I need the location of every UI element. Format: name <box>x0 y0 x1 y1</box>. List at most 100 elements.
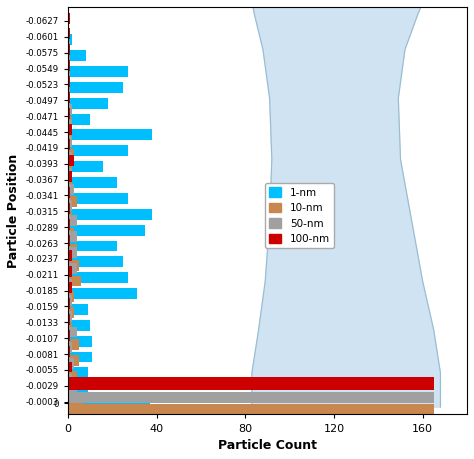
Bar <box>68 101 70 112</box>
Bar <box>68 28 70 39</box>
Bar <box>68 177 117 188</box>
Bar <box>68 231 77 242</box>
Bar <box>68 187 70 198</box>
Bar <box>68 168 72 179</box>
Bar <box>68 76 70 87</box>
Bar <box>68 203 70 214</box>
Bar <box>68 53 70 64</box>
Bar <box>68 383 88 394</box>
Bar <box>68 73 70 84</box>
Bar <box>68 171 72 182</box>
Bar <box>68 105 72 115</box>
Bar <box>68 69 70 80</box>
Bar <box>68 307 74 318</box>
X-axis label: Particle Count: Particle Count <box>218 439 317 452</box>
Bar <box>68 367 88 378</box>
Bar <box>68 193 128 204</box>
Bar <box>68 403 83 414</box>
Bar <box>68 304 88 315</box>
Bar <box>68 362 72 372</box>
Bar <box>68 326 77 337</box>
Bar <box>68 44 70 55</box>
Bar <box>68 123 72 134</box>
Bar <box>68 212 72 223</box>
Bar <box>68 247 77 258</box>
Bar <box>68 251 72 262</box>
Bar <box>68 275 81 286</box>
Bar <box>68 415 434 426</box>
Bar <box>68 66 128 77</box>
Bar <box>68 0 72 8</box>
Bar <box>68 390 77 401</box>
Bar <box>68 417 445 428</box>
Bar <box>68 184 74 195</box>
Bar <box>68 355 79 366</box>
Bar <box>68 323 72 334</box>
Bar <box>68 12 70 23</box>
Bar <box>68 263 77 274</box>
Bar <box>68 279 72 290</box>
Bar <box>68 358 74 369</box>
Bar <box>68 371 77 381</box>
Y-axis label: Particle Position: Particle Position <box>7 154 20 268</box>
Bar <box>68 209 152 220</box>
Bar <box>68 140 70 151</box>
Bar <box>68 161 103 172</box>
Bar <box>68 108 70 119</box>
Bar <box>68 215 77 226</box>
Bar <box>68 291 74 302</box>
Bar <box>68 342 72 353</box>
Bar <box>68 155 74 166</box>
Bar <box>68 34 72 45</box>
Bar <box>68 120 72 131</box>
Bar <box>68 266 72 277</box>
Bar <box>68 336 92 347</box>
Bar <box>68 224 146 235</box>
Bar <box>68 114 90 124</box>
Bar <box>68 133 72 144</box>
Bar <box>68 89 70 100</box>
Bar <box>68 235 70 246</box>
Polygon shape <box>250 0 440 407</box>
Bar <box>68 374 72 385</box>
Bar <box>68 92 70 103</box>
Bar <box>68 85 70 96</box>
Bar <box>68 50 85 61</box>
Bar <box>68 200 72 211</box>
Bar <box>68 180 72 191</box>
Bar <box>68 60 70 71</box>
Bar <box>68 404 434 415</box>
Bar <box>68 136 72 147</box>
Bar <box>68 379 434 390</box>
Bar <box>68 314 70 325</box>
Bar <box>68 98 108 109</box>
Bar <box>68 164 72 175</box>
Bar <box>68 377 434 388</box>
Bar <box>68 257 123 267</box>
Bar <box>68 82 123 93</box>
Bar <box>68 149 74 160</box>
Bar <box>68 386 77 397</box>
Bar <box>68 298 70 309</box>
Bar <box>68 330 70 341</box>
Bar <box>68 399 150 410</box>
Bar <box>68 282 72 293</box>
Bar <box>68 146 128 156</box>
Bar <box>68 152 72 163</box>
Bar <box>68 57 70 68</box>
Bar <box>68 241 117 252</box>
Legend: 1-nm, 10-nm, 50-nm, 100-nm: 1-nm, 10-nm, 50-nm, 100-nm <box>265 183 334 248</box>
Bar <box>68 272 128 283</box>
Bar <box>68 228 74 239</box>
Bar <box>68 346 70 357</box>
Bar <box>68 295 72 306</box>
Bar <box>68 352 92 363</box>
Bar <box>68 260 79 271</box>
Bar <box>68 129 152 140</box>
Bar <box>68 320 90 331</box>
Bar <box>68 117 72 128</box>
Bar <box>68 244 77 255</box>
Bar <box>68 196 77 207</box>
Bar <box>68 41 70 52</box>
Bar <box>68 288 137 299</box>
